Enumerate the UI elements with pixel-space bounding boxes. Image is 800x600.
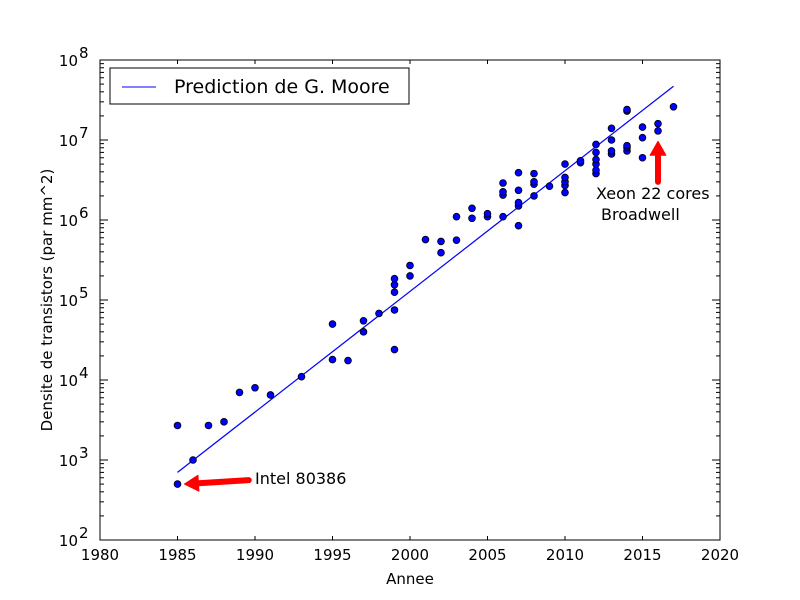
data-point — [344, 356, 352, 365]
y-tick-label: 10 — [59, 132, 78, 150]
x-axis-title: Annee — [386, 570, 434, 588]
data-point — [514, 221, 523, 230]
data-point — [576, 156, 585, 165]
data-point — [561, 173, 569, 182]
data-point — [173, 421, 182, 430]
y-tick-exponent: 8 — [79, 44, 89, 62]
legend-box — [109, 67, 410, 105]
data-point — [437, 237, 445, 246]
annotation-xeon-line1: Xeon 22 cores — [596, 184, 710, 203]
data-point — [375, 309, 383, 318]
data-point — [530, 178, 538, 186]
data-point — [499, 188, 507, 196]
data-point — [297, 372, 306, 381]
x-tick-label: 1985 — [158, 546, 196, 564]
data-point — [235, 388, 244, 397]
data-point — [638, 153, 647, 162]
data-point — [592, 140, 600, 149]
y-tick-label: 10 — [59, 52, 78, 70]
data-point — [421, 235, 430, 244]
data-point — [654, 127, 662, 135]
data-point — [592, 155, 600, 164]
annotation-xeon-line2: Broadwell — [601, 205, 680, 224]
data-point — [204, 421, 213, 430]
data-point — [390, 345, 399, 354]
data-point — [561, 188, 569, 197]
annotation-arrow-intel-head — [183, 474, 200, 492]
data-point — [266, 391, 275, 399]
moore-prediction-line — [177, 85, 674, 473]
data-point — [623, 141, 631, 150]
y-tick-label: 10 — [59, 212, 78, 230]
data-point — [607, 136, 616, 144]
data-point — [173, 480, 182, 488]
data-point — [514, 168, 523, 177]
data-point — [607, 124, 616, 133]
y-axis-title: Densite de transistors (par mm^2) — [38, 169, 56, 432]
y-tick-label: 10 — [59, 452, 78, 470]
legend: Prediction de G. Moore — [109, 67, 410, 105]
y-tick-exponent: 3 — [79, 444, 89, 462]
data-point — [638, 123, 647, 131]
y-tick-exponent: 4 — [79, 364, 89, 382]
data-point — [499, 212, 507, 221]
data-point — [530, 169, 538, 178]
data-point — [592, 148, 600, 157]
data-point — [545, 182, 554, 190]
x-tick-label: 2010 — [546, 546, 584, 564]
x-tick-label: 1990 — [236, 546, 274, 564]
y-tick-exponent: 7 — [79, 124, 89, 142]
data-point — [359, 328, 368, 336]
data-point — [607, 147, 616, 155]
data-point — [406, 261, 414, 270]
data-point — [468, 214, 476, 223]
data-point — [669, 103, 678, 111]
y-tick-label: 10 — [59, 532, 78, 550]
data-point — [437, 248, 445, 257]
data-point — [328, 355, 337, 364]
data-point — [328, 320, 337, 328]
data-point — [561, 160, 569, 168]
data-point — [514, 198, 523, 207]
annotation-intel-80386: Intel 80386 — [255, 469, 346, 488]
legend-label: Prediction de G. Moore — [174, 76, 390, 98]
data-point — [251, 383, 259, 392]
data-point — [390, 288, 399, 297]
data-point — [483, 209, 492, 218]
data-point — [452, 236, 461, 244]
y-tick-label: 10 — [59, 292, 78, 310]
x-tick-label: 2005 — [468, 546, 506, 564]
data-point — [390, 274, 399, 283]
data-point — [530, 192, 538, 200]
data-point — [452, 212, 461, 221]
x-tick-label: 2020 — [701, 546, 739, 564]
x-tick-label: 2000 — [391, 546, 429, 564]
data-point — [514, 186, 523, 195]
data-point — [654, 119, 662, 128]
annotation-arrow-intel-shaft — [195, 477, 252, 487]
x-tick-label: 2015 — [623, 546, 661, 564]
y-tick-exponent: 5 — [79, 284, 89, 302]
x-tick-label: 1980 — [81, 546, 119, 564]
y-tick-label: 10 — [59, 372, 78, 390]
data-point — [468, 204, 476, 213]
data-point — [390, 306, 399, 314]
x-tick-label: 1995 — [313, 546, 351, 564]
data-point — [499, 179, 507, 187]
annotation-arrow-xeon-head — [649, 140, 667, 156]
data-point — [623, 105, 631, 114]
data-point — [406, 272, 414, 280]
data-point — [638, 133, 647, 142]
data-point — [220, 418, 228, 426]
data-point — [359, 316, 368, 325]
data-point — [189, 456, 197, 464]
plot-frame — [99, 59, 721, 541]
y-tick-exponent: 2 — [79, 524, 89, 542]
y-tick-exponent: 6 — [79, 204, 89, 222]
